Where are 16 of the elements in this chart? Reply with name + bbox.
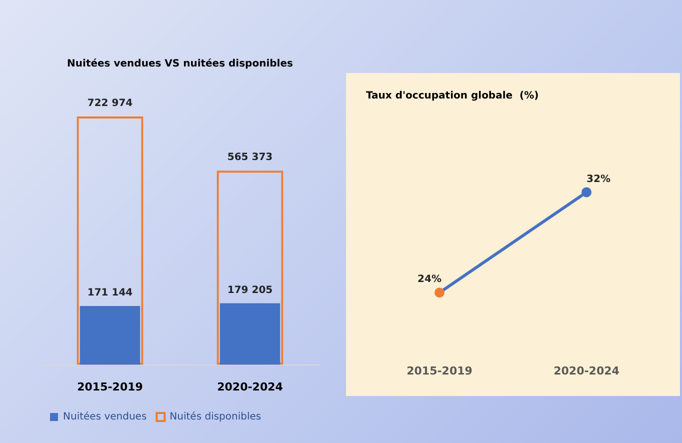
bar <box>80 306 140 365</box>
data-label: 32% <box>586 174 610 185</box>
data-label: 179 205 <box>227 284 273 296</box>
bar <box>220 303 280 365</box>
legend-label: Nuités disponibles <box>170 412 262 423</box>
x-tick-label: 2020-2024 <box>554 364 620 378</box>
data-label: 565 373 <box>227 152 273 164</box>
x-tick-label: 2015-2019 <box>77 380 143 394</box>
chart-title: Nuitées vendues VS nuitées disponibles <box>67 58 293 70</box>
data-label: 24% <box>418 274 442 286</box>
legend-label: Nuitées vendues <box>63 412 147 423</box>
chart-title: Taux d'occupation globale (%) <box>366 90 539 102</box>
data-label: 722 974 <box>87 98 133 110</box>
x-tick-label: 2020-2024 <box>217 380 284 394</box>
data-label: 171 144 <box>87 288 133 299</box>
x-tick-label: 2015-2019 <box>406 364 472 378</box>
